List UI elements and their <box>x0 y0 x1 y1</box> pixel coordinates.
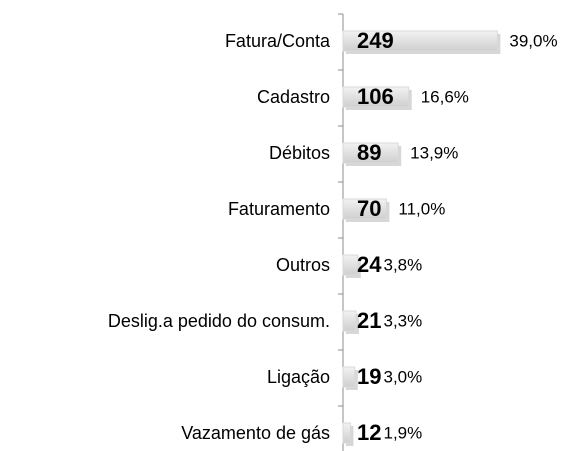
percent-label: 13,9% <box>410 143 458 162</box>
value-label: 24 <box>357 252 382 277</box>
bar <box>342 86 410 108</box>
bar <box>342 142 399 164</box>
value-label: 19 <box>357 364 381 389</box>
value-label: 12 <box>357 420 381 445</box>
category-label: Ligação <box>267 367 330 387</box>
category-label: Faturamento <box>228 199 330 219</box>
bar <box>342 310 357 332</box>
percent-label: 39,0% <box>509 31 557 50</box>
bar <box>342 254 359 276</box>
bar <box>342 366 356 388</box>
percent-label: 3,3% <box>383 311 422 330</box>
bar <box>342 30 498 52</box>
percent-label: 11,0% <box>398 199 445 218</box>
bar <box>342 422 351 444</box>
category-label: Débitos <box>269 143 330 163</box>
value-label: 70 <box>357 196 381 221</box>
percent-label: 3,8% <box>383 255 422 274</box>
category-label: Deslig.a pedido do consum. <box>108 311 330 331</box>
category-label: Vazamento de gás <box>181 423 330 443</box>
percent-label: 1,9% <box>383 423 422 442</box>
bar <box>342 198 387 220</box>
percent-label: 3,0% <box>383 367 422 386</box>
category-label: Outros <box>276 255 330 275</box>
value-label: 89 <box>357 140 381 165</box>
value-label: 21 <box>357 308 381 333</box>
percent-label: 16,6% <box>421 87 469 106</box>
value-label: 249 <box>357 28 394 53</box>
category-label: Cadastro <box>257 87 330 107</box>
value-label: 106 <box>357 84 394 109</box>
category-label: Fatura/Conta <box>225 31 331 51</box>
